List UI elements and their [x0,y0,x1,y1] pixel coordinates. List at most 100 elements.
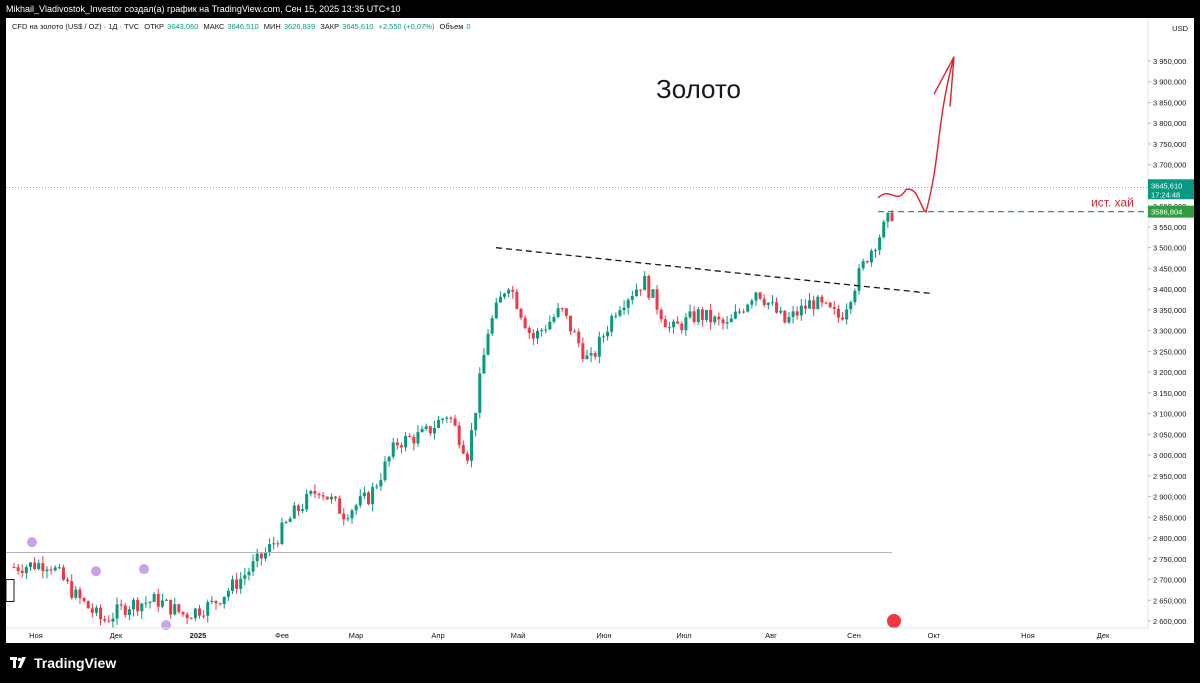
candle-body [140,603,144,612]
candle [742,308,746,314]
candle-body [556,308,560,318]
candle-body [490,318,494,334]
candle [226,588,230,601]
candle-body [849,302,853,310]
candle-body [857,268,861,291]
candle-body [53,567,57,571]
candle-body [766,302,770,305]
candle-body [49,569,53,571]
candle-body [890,212,894,221]
candle [737,308,741,315]
price-tick-label: 3 450,000 [1153,264,1186,273]
candle-body [869,250,873,263]
time-tick-label: Авг [765,631,777,640]
candle-body [292,505,296,519]
chart-canvas[interactable]: ист. хай 2 600,000 2 650,000 2 700,000 2 75… [6,18,1194,643]
tradingview-logo[interactable]: TradingView [10,655,116,671]
candle [845,303,849,325]
candle [272,536,276,550]
candle [721,317,725,330]
candle [445,415,449,423]
candle [185,612,189,625]
candle [173,597,177,616]
candle-body [841,317,845,320]
candle-body [709,310,713,323]
candle-body [16,567,20,571]
candle-body [445,417,449,419]
candle [470,422,474,468]
candle-body [606,331,610,337]
candle [94,605,98,617]
candle [511,285,515,299]
candle-body [824,302,828,304]
price-tick-label: 2 950,000 [1153,472,1186,481]
price-tick-label: 3 100,000 [1153,410,1186,419]
candle [395,438,399,450]
candle-body [350,510,354,519]
candle-body [754,292,758,301]
time-axis-labels: Ноя Дек 2025 Фев Мар Апр Май Июн Июл Авг Сен Окт Ноя… [6,627,1148,640]
candle [255,548,259,568]
candle [581,337,585,363]
candle [420,425,424,433]
candle [634,283,638,297]
candle [659,307,663,323]
candle [841,312,845,321]
candle [482,348,486,374]
candle-body [507,289,511,294]
candle [387,455,391,467]
candle-body [618,310,622,316]
candle-body [845,309,849,320]
candle [342,508,346,526]
candle [853,288,857,306]
candle-body [453,418,457,426]
candle [667,321,671,333]
candle-body [601,336,605,338]
candle-body [816,296,820,310]
candle-body [721,319,725,324]
candle [770,295,774,306]
candle-body [659,309,663,320]
candle-body [33,562,37,570]
candle [552,313,556,324]
candle-body [783,310,787,323]
candle [136,597,140,616]
candle-body [676,321,680,324]
candle [746,303,750,313]
time-tick-label: Май [511,631,526,640]
time-tick-label: Ноя [1021,631,1035,640]
candle [494,298,498,320]
candle [169,599,173,619]
candle [684,312,688,336]
candle-body [342,513,346,520]
candle-body [577,331,581,344]
candle-body [630,296,634,300]
chart-frame[interactable]: ист. хай 2 600,000 2 650,000 2 700,000 2 75… [6,18,1194,643]
currency-label[interactable]: USD [1172,24,1188,33]
price-tick-label: 2 750,000 [1153,555,1186,564]
candle-body [362,492,366,497]
candle-body [861,261,865,269]
candle [560,307,564,312]
candle [61,564,65,581]
candle-body [202,615,206,617]
candle [305,489,309,513]
candle [498,291,502,303]
candle [259,552,263,566]
candle [309,489,313,497]
candle [66,577,70,584]
candle-body [127,609,131,615]
candle-body [461,445,465,454]
candle [424,423,428,431]
forecast-arrow-path [877,56,955,213]
candle [20,564,24,578]
candle-body [836,308,840,318]
candle-body [568,315,572,332]
candle [288,516,292,523]
candle [507,287,511,298]
candle [651,289,655,298]
candle-body [713,316,717,323]
candle [461,440,465,455]
candle-body [581,343,585,360]
candle-body [651,289,655,298]
